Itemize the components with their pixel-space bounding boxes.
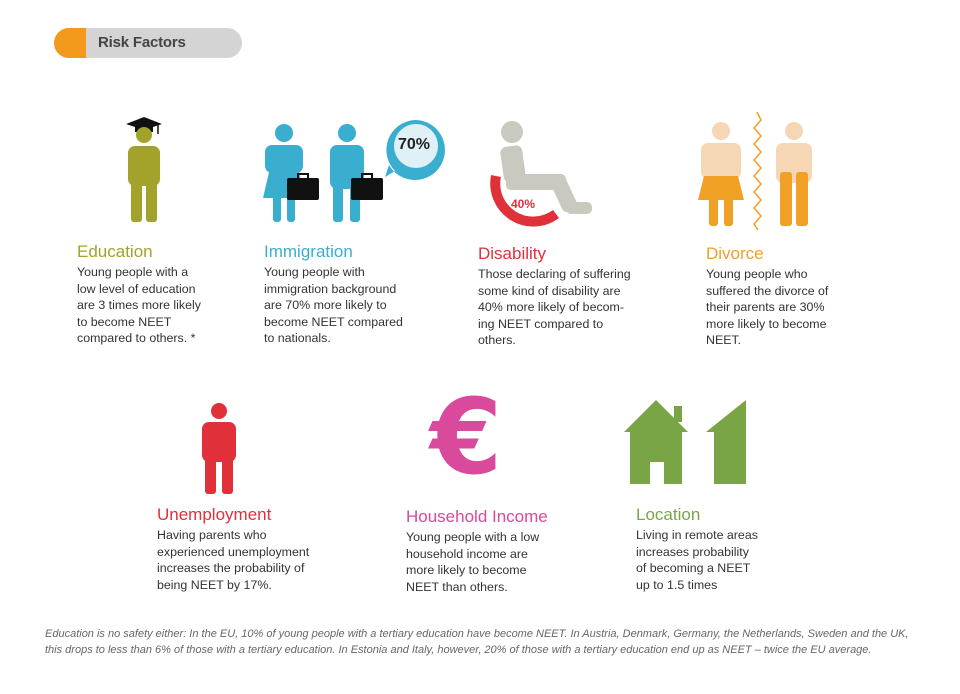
section-header: Risk Factors xyxy=(54,28,242,58)
disability-title: Disability xyxy=(478,244,547,263)
household-income-block: Household Income Young people with a low… xyxy=(406,507,548,595)
disability-text: Those declaring of suffering some kind o… xyxy=(478,267,631,347)
immigration-badge: 70% xyxy=(398,136,431,153)
immigration-text: Young people with immigration background… xyxy=(264,265,403,345)
household-income-title: Household Income xyxy=(406,507,548,526)
separated-couple-icon xyxy=(698,111,812,231)
unemployment-block: Unemployment Having parents who experien… xyxy=(157,505,309,593)
divorce-text: Young people who suffered the divorce of… xyxy=(706,267,829,347)
person-icon xyxy=(202,403,236,494)
unemployment-text: Having parents who experienced unemploym… xyxy=(157,528,310,592)
education-block: Education Young people with a low level … xyxy=(77,242,201,347)
education-text: Young people with a low level of educati… xyxy=(77,265,201,345)
header-accent-dot xyxy=(54,28,86,58)
footnote: Education is no safety either: In the EU… xyxy=(45,628,909,656)
divorce-title: Divorce xyxy=(706,244,764,263)
location-block: Location Living in remote areas increase… xyxy=(636,505,758,593)
household-income-text: Young people with a low household income… xyxy=(406,530,540,594)
disability-block: Disability Those declaring of suffering … xyxy=(478,244,631,349)
immigration-title: Immigration xyxy=(264,242,353,261)
houses-icon xyxy=(624,400,746,484)
divorce-block: Divorce Young people who suffered the di… xyxy=(706,244,828,349)
section-title: Risk Factors xyxy=(98,34,186,51)
location-text: Living in remote areas increases probabi… xyxy=(636,528,758,592)
education-title: Education xyxy=(77,242,153,261)
unemployment-title: Unemployment xyxy=(157,505,272,524)
euro-icon: € xyxy=(430,376,503,498)
immigration-block: Immigration Young people with immigratio… xyxy=(264,242,403,347)
travelers-with-suitcases-icon xyxy=(263,120,445,222)
location-title: Location xyxy=(636,505,701,524)
disability-badge: 40% xyxy=(511,197,536,211)
graduate-person-icon xyxy=(126,117,162,222)
wheelchair-icon xyxy=(490,121,592,227)
